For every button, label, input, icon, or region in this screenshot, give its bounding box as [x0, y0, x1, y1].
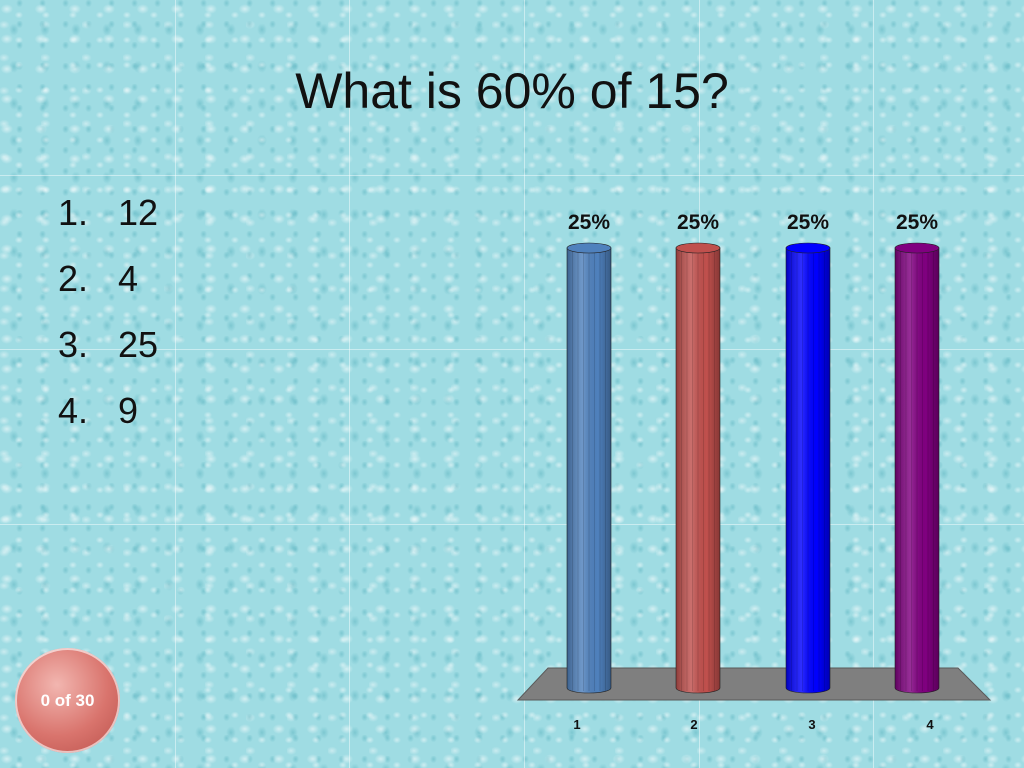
answer-option-number: 3.	[58, 324, 89, 365]
answer-option: 1. 12	[58, 188, 158, 254]
bar-value-label: 25%	[896, 211, 938, 234]
answer-option: 4. 9	[58, 386, 158, 452]
bar-shading	[676, 248, 720, 693]
background-grid-line	[524, 0, 525, 768]
answer-options-list: 1. 12 2. 4 3. 25 4. 9	[58, 188, 158, 452]
x-tick-label: 3	[808, 717, 815, 732]
answer-option: 2. 4	[58, 254, 158, 320]
bar-value-label: 25%	[568, 211, 610, 234]
slide-title: What is 60% of 15?	[295, 63, 729, 119]
answer-option-number: 1.	[58, 192, 89, 233]
response-counter-label: 0 of 30	[40, 690, 95, 710]
answer-option: 3. 25	[58, 320, 158, 386]
background-grid-line	[0, 524, 1024, 525]
background-grid-line	[349, 0, 350, 768]
background-grid-line	[0, 349, 1024, 350]
bar-value-label: 25%	[677, 211, 719, 234]
bar-shading	[567, 248, 611, 693]
bar-top-cap	[675, 242, 721, 254]
bar-shading	[895, 248, 939, 693]
x-tick-label: 4	[926, 717, 934, 732]
answer-option-number: 4.	[58, 390, 89, 431]
background-grid-line	[175, 0, 176, 768]
answer-option-text: 25	[118, 324, 159, 365]
answer-option-text: 4	[118, 258, 139, 299]
bar-shading	[786, 248, 830, 693]
bar-top-cap	[785, 242, 831, 254]
x-tick-label: 2	[690, 717, 697, 732]
x-tick-label: 1	[573, 717, 580, 732]
background-grid-line	[873, 0, 874, 768]
response-counter: 0 of 30	[15, 648, 120, 753]
answer-option-number: 2.	[58, 258, 89, 299]
bar-top-cap	[566, 242, 612, 254]
bar-top-cap	[894, 242, 940, 254]
background-grid-line	[0, 175, 1024, 176]
bar-value-label: 25%	[787, 211, 829, 234]
answer-option-text: 12	[118, 192, 159, 233]
answer-option-text: 9	[118, 390, 139, 431]
